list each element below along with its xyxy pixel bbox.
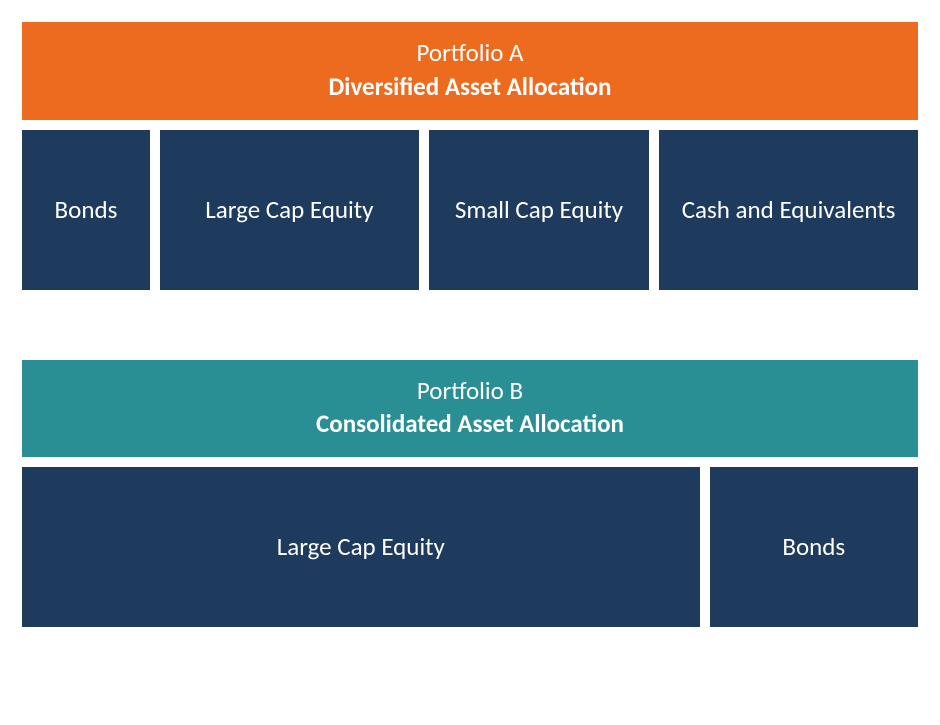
- portfolio-a-header: Portfolio A Diversified Asset Allocation: [22, 22, 918, 120]
- block-spacer: [22, 290, 918, 360]
- portfolio-a-cell-large-cap: Large Cap Equity: [160, 130, 419, 290]
- portfolio-b-cell-large-cap: Large Cap Equity: [22, 467, 700, 627]
- portfolio-b-cell-bonds: Bonds: [710, 467, 918, 627]
- portfolio-b-title: Portfolio B: [32, 374, 908, 408]
- portfolio-a-block: Portfolio A Diversified Asset Allocation…: [22, 22, 918, 290]
- portfolio-a-cell-cash: Cash and Equivalents: [659, 130, 918, 290]
- portfolio-b-header: Portfolio B Consolidated Asset Allocatio…: [22, 360, 918, 458]
- portfolio-a-row: Bonds Large Cap Equity Small Cap Equity …: [22, 130, 918, 290]
- portfolio-a-subtitle: Diversified Asset Allocation: [32, 70, 908, 104]
- portfolio-a-cell-small-cap: Small Cap Equity: [429, 130, 649, 290]
- portfolio-b-row: Large Cap Equity Bonds: [22, 467, 918, 627]
- portfolio-a-title: Portfolio A: [32, 36, 908, 70]
- portfolio-b-block: Portfolio B Consolidated Asset Allocatio…: [22, 360, 918, 628]
- portfolio-a-cell-bonds: Bonds: [22, 130, 150, 290]
- portfolio-b-subtitle: Consolidated Asset Allocation: [32, 407, 908, 441]
